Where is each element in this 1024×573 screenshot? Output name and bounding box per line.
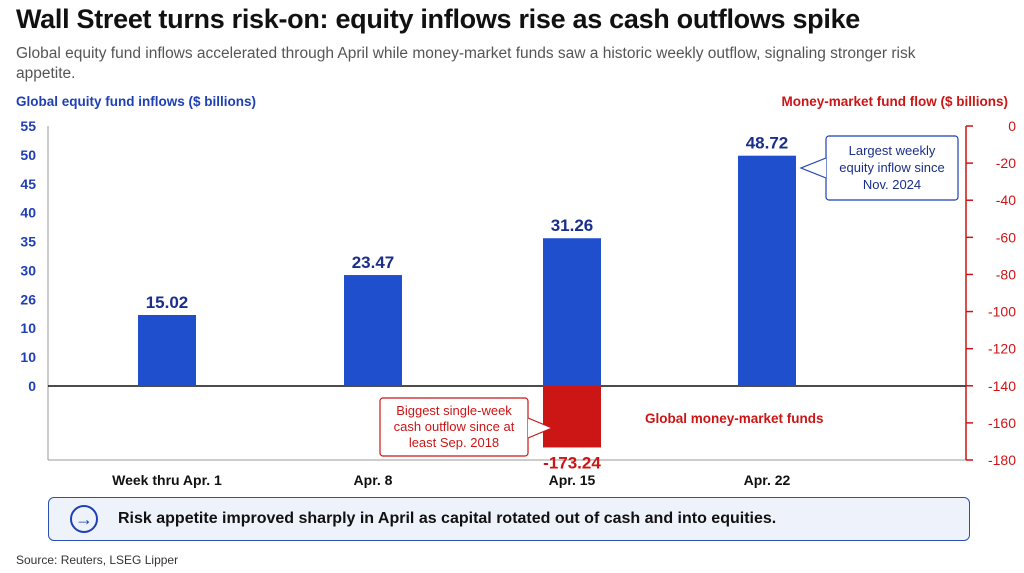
right-axis-title: Money-market fund flow ($ billions) (781, 94, 1008, 109)
equity-inflow-bar (344, 275, 402, 386)
series-label: Global money-market funds (645, 411, 824, 426)
equity-inflow-bar (738, 155, 796, 386)
left-tick-label: 50 (20, 147, 36, 163)
right-tick-label: -160 (988, 415, 1016, 431)
equity-inflow-bar (138, 314, 196, 386)
left-tick-label: 45 (20, 176, 36, 192)
right-tick-label: -20 (996, 155, 1016, 171)
annotation-text: cash outflow since at (394, 419, 515, 434)
annotation-text: Biggest single-week (396, 403, 512, 418)
right-tick-label: -120 (988, 341, 1016, 357)
bar-value-label: 23.47 (352, 253, 395, 272)
annotation-text: equity inflow since (839, 160, 945, 175)
right-tick-label: -140 (988, 378, 1016, 394)
bar-value-label: 48.72 (746, 134, 789, 153)
left-tick-label: 10 (20, 349, 36, 365)
source-note: Source: Reuters, LSEG Lipper (16, 553, 179, 567)
takeaway-text: Risk appetite improved sharply in April … (118, 510, 777, 527)
left-tick-label: 30 (20, 262, 36, 278)
chart-title: Wall Street turns risk-on: equity inflow… (16, 4, 860, 34)
money-market-bar (543, 386, 601, 448)
right-tick-label: -80 (996, 266, 1016, 282)
annotation-text: Nov. 2024 (863, 177, 921, 192)
arrow-right-icon: → (70, 505, 98, 533)
left-tick-label: 10 (20, 320, 36, 336)
annotation-pointer (799, 157, 827, 179)
x-tick-label: Week thru Apr. 1 (112, 472, 222, 488)
annotation-text: Largest weekly (849, 143, 936, 158)
left-tick-label: 0 (28, 378, 36, 394)
left-tick-label: 26 (20, 291, 36, 307)
left-tick-label: 40 (20, 205, 36, 221)
right-tick-label: -180 (988, 452, 1016, 468)
left-tick-label: 35 (20, 234, 36, 250)
x-tick-label: Apr. 15 (549, 472, 596, 488)
bar-value-label: 31.26 (551, 216, 594, 235)
bar-value-label: -173.24 (543, 453, 601, 472)
annotation-text: least Sep. 2018 (409, 435, 499, 450)
bar-chart: 55 50 45 40 35 30 26 10 10 0 0 -20 -40 -60 -80 -100 -120… (20, 118, 1016, 488)
bar-value-label: 15.02 (146, 293, 189, 312)
takeaway-callout (48, 497, 970, 541)
right-tick-label: -40 (996, 192, 1016, 208)
right-tick-label: 0 (1008, 118, 1016, 134)
right-tick-label: -100 (988, 304, 1016, 320)
x-tick-label: Apr. 22 (744, 472, 791, 488)
x-tick-label: Apr. 8 (354, 472, 393, 488)
chart-subtitle: Global equity fund inflows accelerated t… (16, 45, 916, 82)
equity-inflow-bar (543, 238, 601, 386)
right-tick-label: -60 (996, 229, 1016, 245)
annotation-pointer (527, 417, 554, 439)
left-axis-title: Global equity fund inflows ($ billions) (16, 94, 256, 109)
left-tick-label: 55 (20, 118, 36, 134)
